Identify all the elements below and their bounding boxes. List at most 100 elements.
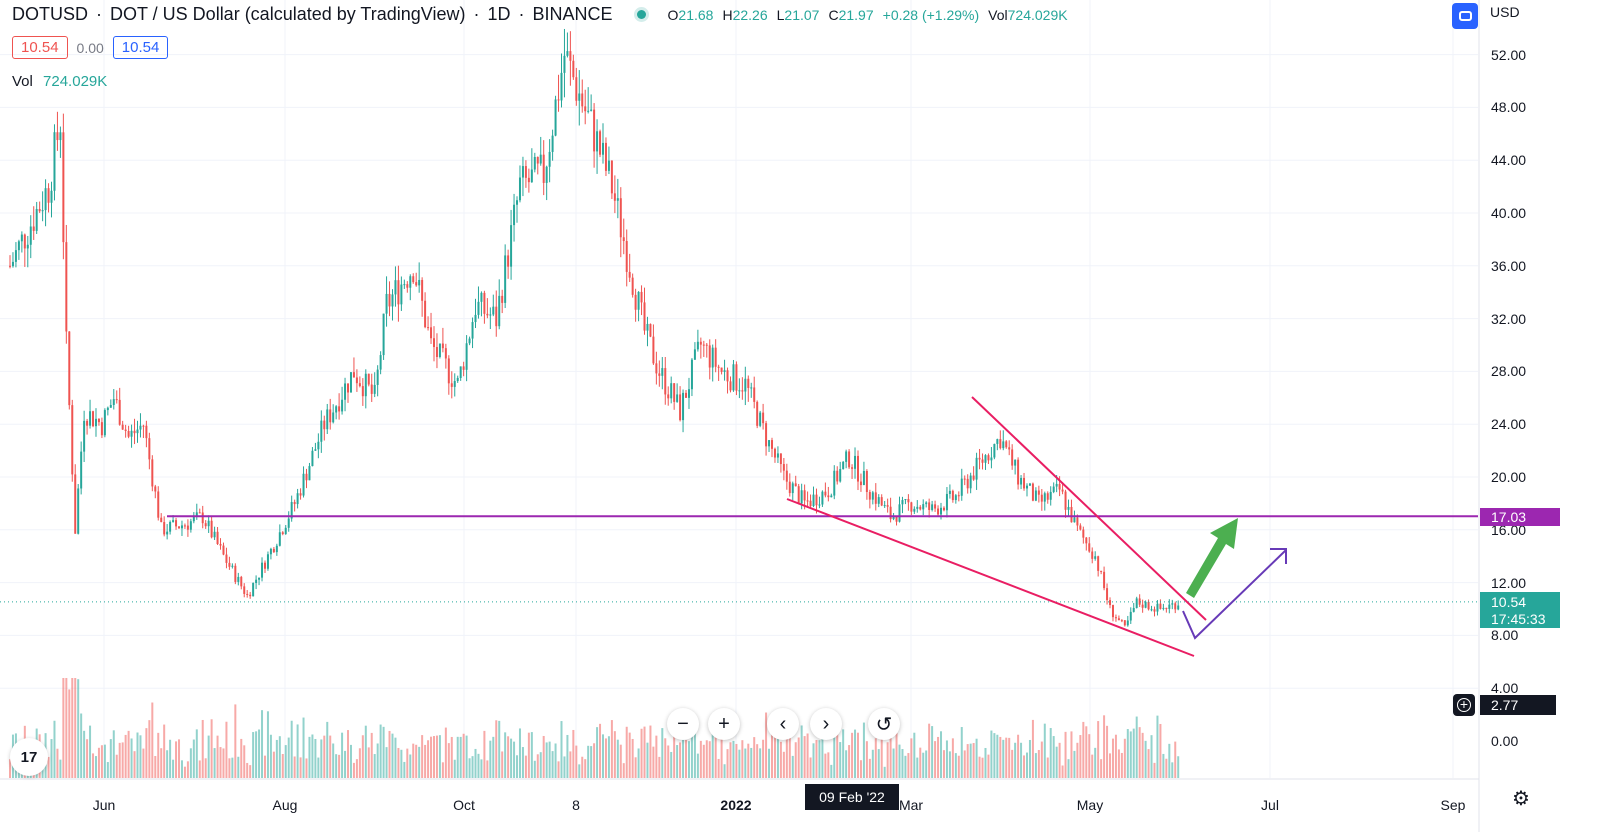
candle-body (554, 99, 557, 136)
volume-bar (385, 747, 388, 778)
price-tick-label: 0.00 (1491, 733, 1519, 749)
volume-bar (613, 731, 616, 778)
volume-bar (886, 742, 889, 778)
candle-body (1117, 618, 1120, 621)
volume-bar (1020, 742, 1023, 778)
scroll-left-button[interactable]: ‹ (767, 708, 799, 740)
volume-bar (53, 720, 56, 778)
candle-body (320, 420, 323, 442)
volume-bar (1017, 734, 1020, 778)
volume-bar (1049, 728, 1052, 778)
volume-bar (83, 730, 86, 778)
candle-body (637, 291, 640, 310)
currency-label[interactable]: USD (1490, 4, 1520, 20)
volume-bar (634, 757, 637, 778)
volume-bar (854, 729, 857, 778)
candle-body (1085, 537, 1088, 544)
volume-bar (945, 740, 948, 778)
candle-body (898, 504, 901, 522)
candle-body (518, 177, 521, 201)
candle-body (1061, 489, 1064, 492)
volume-bar (266, 711, 269, 778)
candle-body (833, 470, 836, 496)
volume-bar (1150, 735, 1153, 778)
volume-bar (723, 764, 726, 778)
sell-price-button[interactable]: 10.54 (12, 36, 68, 59)
exchange-label[interactable]: BINANCE (532, 4, 613, 24)
volume-bar (812, 743, 815, 778)
tradingview-logo-icon[interactable]: 17 (10, 738, 48, 776)
candle-body (741, 390, 744, 392)
volume-bar (521, 747, 524, 778)
volume-bar (590, 746, 593, 778)
volume-bar (708, 741, 711, 778)
volume-bar (1061, 765, 1064, 778)
volume-bar (361, 735, 364, 778)
volume-bar (969, 743, 972, 778)
volume-bar (842, 729, 845, 778)
time-tick-label: Sep (1440, 797, 1466, 813)
scroll-right-button[interactable]: › (810, 708, 842, 740)
volume-bar (172, 759, 175, 778)
reset-chart-button[interactable]: ↺ (868, 708, 900, 740)
candle-body (1037, 490, 1040, 495)
candle-body (750, 387, 753, 389)
volume-axis-tag: 2.77 (1480, 695, 1556, 715)
zoom-out-button[interactable]: − (667, 708, 699, 740)
projection-path (1182, 549, 1287, 640)
candle-body (1067, 506, 1070, 510)
volume-bar (50, 739, 53, 778)
symbol-description[interactable]: DOT / US Dollar (calculated by TradingVi… (110, 4, 466, 24)
candle-body (771, 440, 774, 449)
volume-bar (151, 702, 154, 778)
settings-gear-icon[interactable]: ⚙ (1512, 788, 1530, 810)
candle-body (435, 347, 438, 358)
volume-bar (513, 741, 516, 778)
volume-bar (234, 704, 237, 778)
candle-body (602, 142, 604, 155)
candle-body (166, 531, 169, 535)
candle-body (717, 366, 720, 368)
candle-body (676, 394, 679, 402)
volume-bar (305, 758, 308, 778)
volume-bar (756, 744, 759, 778)
volume-bar (139, 735, 142, 778)
volume-bar (581, 756, 584, 778)
volume-bar (308, 736, 311, 778)
candle-body (1144, 601, 1147, 608)
candle-body (35, 208, 38, 231)
volume-bar (628, 732, 631, 778)
volume-bar (225, 721, 228, 778)
volume-bar (477, 753, 480, 778)
volume-bar (928, 723, 931, 778)
volume-bar (77, 679, 80, 778)
candle-body (954, 495, 957, 501)
volume-bar (489, 740, 492, 778)
candle-body (323, 420, 326, 430)
candle-body (842, 461, 845, 470)
market-status-icon[interactable] (636, 10, 646, 19)
volume-bar (937, 736, 940, 778)
candle-body (711, 347, 714, 368)
zoom-in-button[interactable]: + (708, 708, 740, 740)
volume-bar (563, 756, 566, 778)
candle-body (904, 499, 907, 501)
interval-label[interactable]: 1D (487, 4, 511, 24)
candle-body (308, 466, 311, 481)
candle-body (237, 576, 240, 582)
volume-bar (599, 723, 602, 778)
add-plus-icon[interactable]: + (1453, 694, 1475, 716)
candle-body (1132, 607, 1135, 612)
volume-bar (1052, 736, 1055, 778)
volume-legend[interactable]: Vol 724.029K (12, 73, 107, 90)
volume-bar (593, 743, 596, 778)
candle-body (1079, 525, 1082, 530)
candle-body (984, 455, 987, 463)
symbol-name[interactable]: DOTUSD (12, 4, 88, 24)
candle-body (112, 399, 115, 405)
auto-scale-icon[interactable] (1452, 3, 1478, 29)
volume-bar (293, 756, 296, 778)
volume-bar (115, 754, 118, 778)
buy-price-button[interactable]: 10.54 (112, 36, 169, 59)
